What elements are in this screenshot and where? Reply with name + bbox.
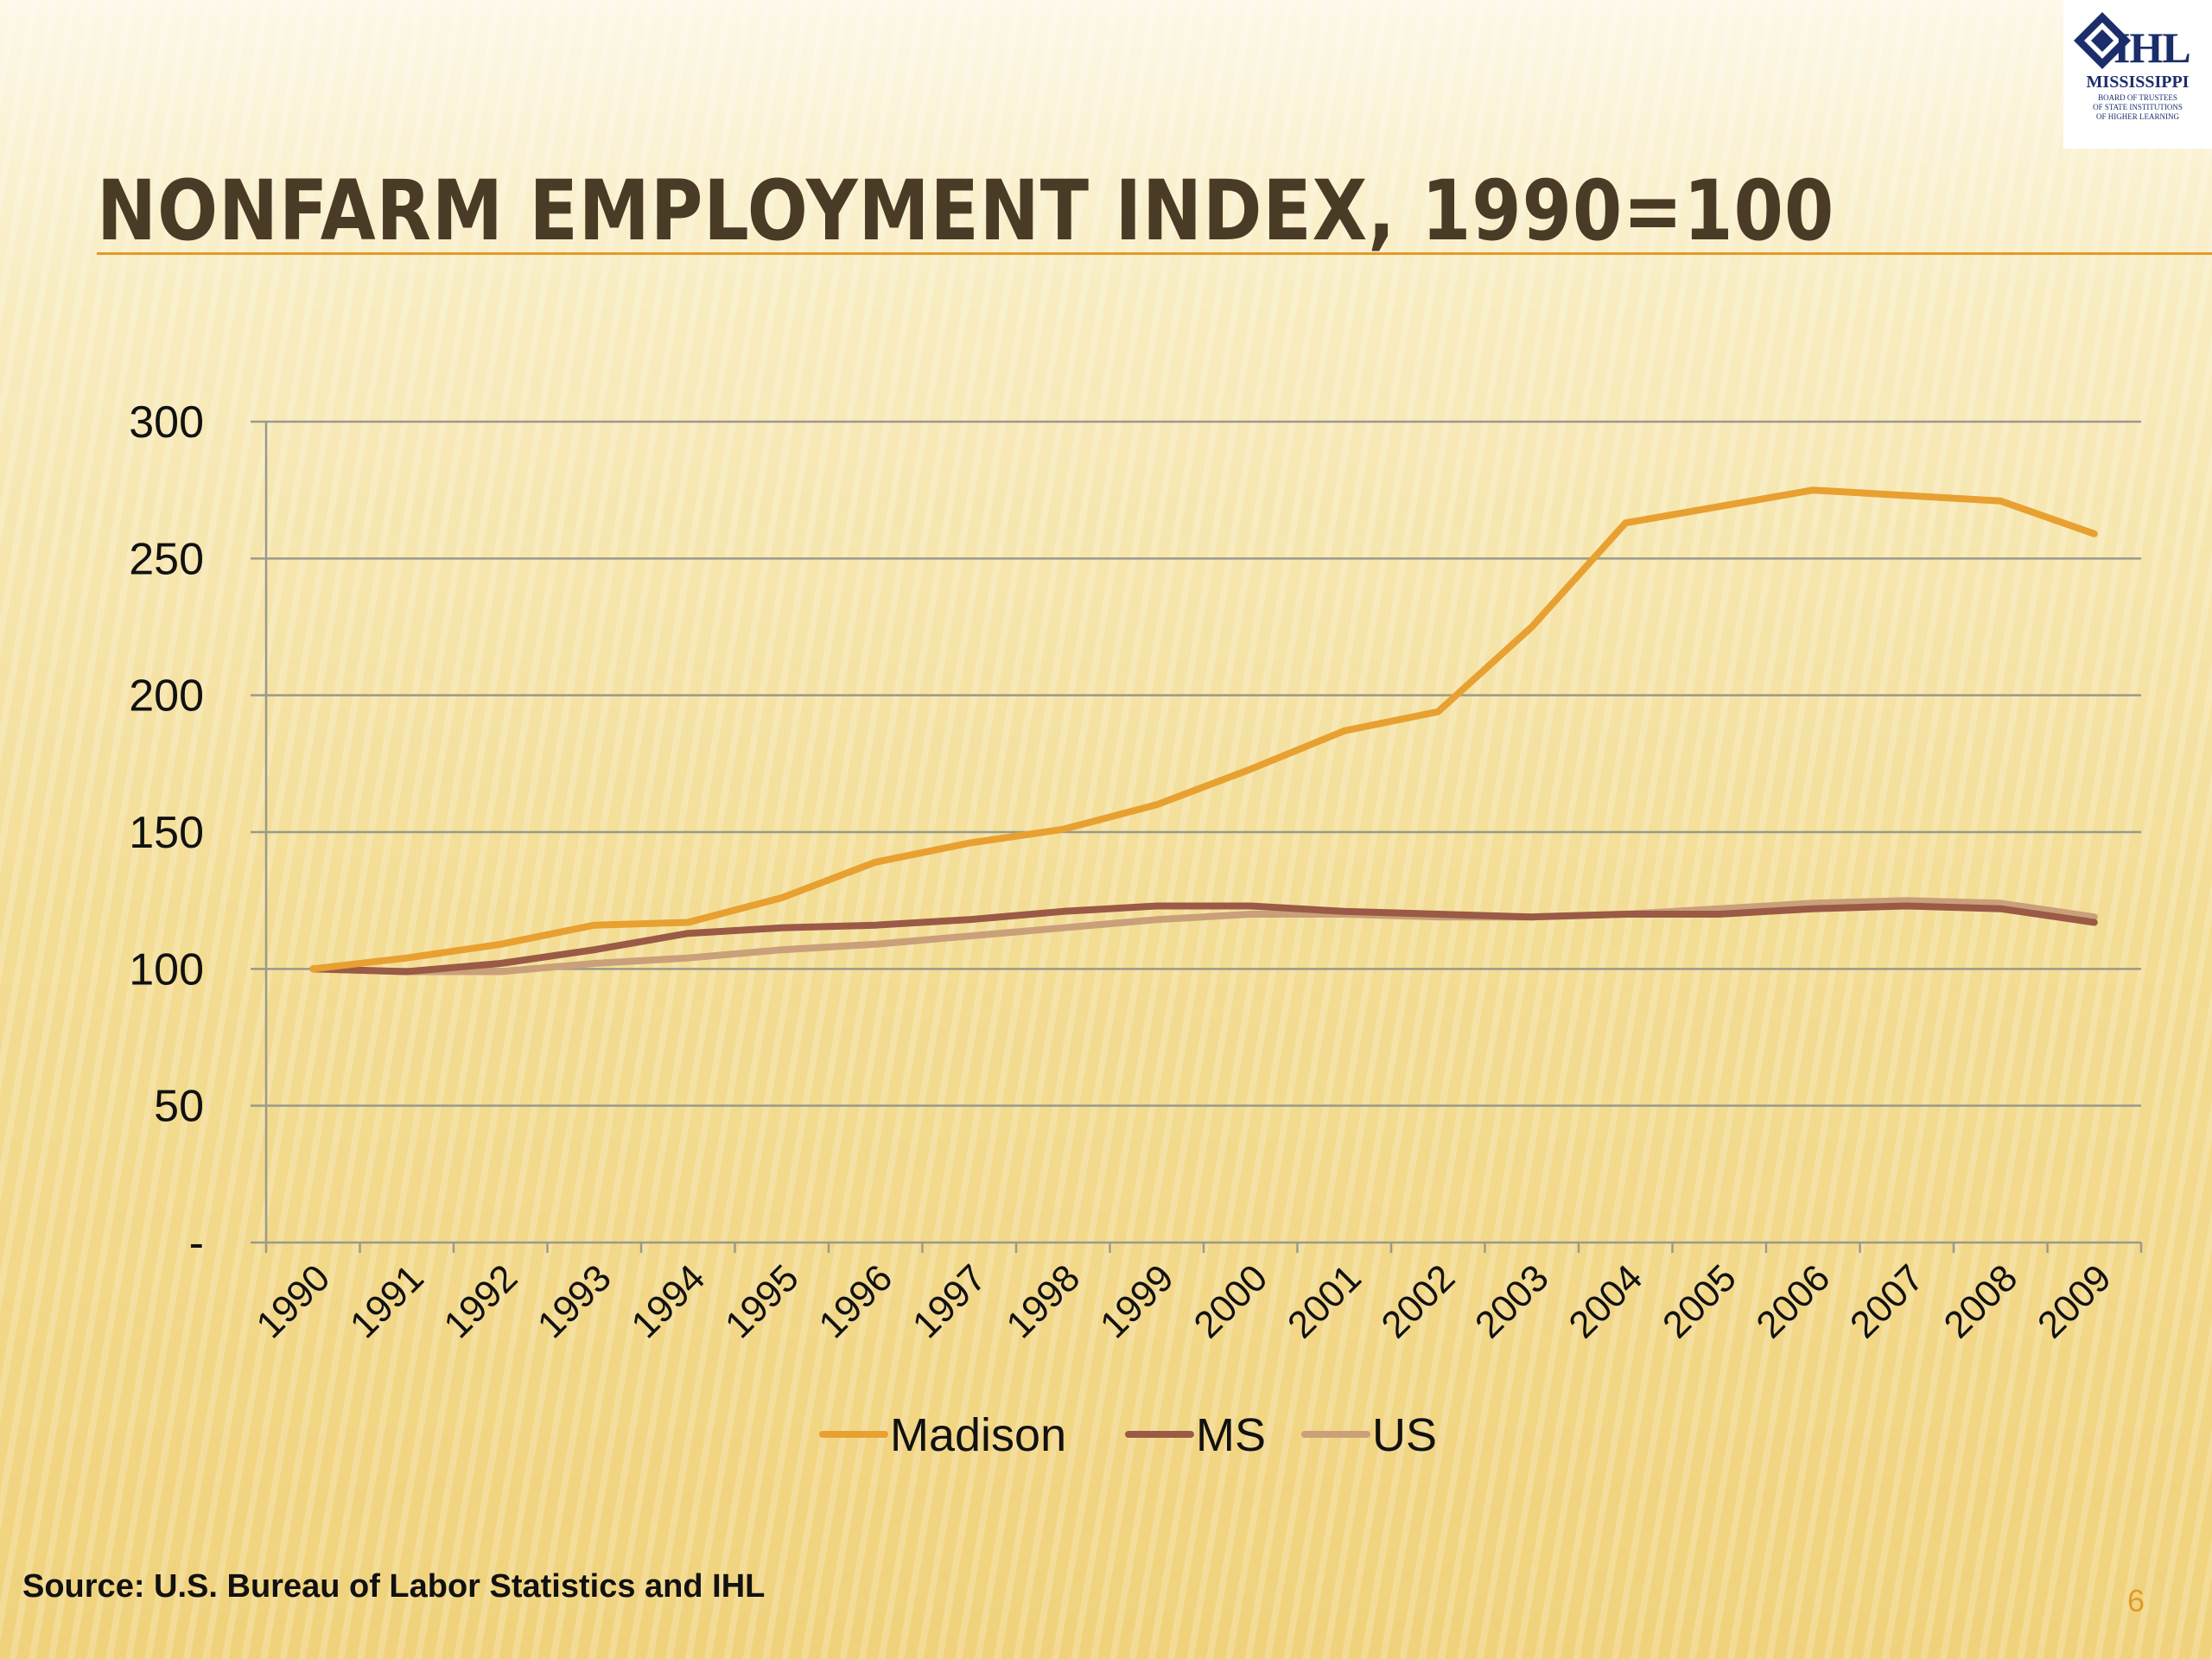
x-tick-label: 2005 (1655, 1256, 1745, 1346)
y-tick-label: 100 (129, 944, 204, 995)
y-tick-label: 250 (129, 534, 204, 584)
x-tick-label: 1990 (248, 1256, 338, 1346)
y-tick-label: 50 (154, 1082, 204, 1132)
legend: Madison MS US (819, 1409, 1437, 1461)
x-tick-label: 2008 (1936, 1256, 2025, 1346)
x-tick-label: 1998 (998, 1256, 1088, 1346)
x-tick-label: 2009 (2030, 1256, 2120, 1346)
gridlines (251, 420, 2141, 1107)
y-tick-label: - (189, 1218, 204, 1268)
x-tick-label: 1997 (905, 1256, 995, 1346)
logo-name: MISSISSIPPI (2086, 73, 2190, 92)
page-number: 6 (2127, 1583, 2145, 1618)
x-tick-label: 2006 (1748, 1256, 1838, 1346)
logo-letters: IHL (2113, 23, 2191, 72)
source-note: Source: U.S. Bureau of Labor Statistics … (22, 1568, 766, 1605)
x-tick-label: 1991 (342, 1256, 432, 1346)
x-tick-label: 1995 (717, 1256, 807, 1346)
x-tick-label: 2000 (1185, 1256, 1275, 1346)
legend-label: US (1372, 1409, 1437, 1461)
legend-label: MS (1196, 1409, 1266, 1461)
legend-label: Madison (890, 1409, 1066, 1461)
ihl-logo: IHL MISSISSIPPI BOARD OF TRUSTEES OF STA… (2063, 0, 2212, 149)
x-tick-label: 1992 (435, 1256, 525, 1346)
title-underline (97, 252, 2212, 255)
series-line-madison (309, 486, 2098, 973)
x-tick-label: 1993 (530, 1256, 620, 1346)
diamond-logo-icon (2074, 12, 2131, 69)
x-tick-label: 1999 (1092, 1256, 1182, 1346)
x-tick-label: 2002 (1373, 1256, 1463, 1346)
series-line-ms (309, 902, 2098, 976)
logo-subtitle: BOARD OF TRUSTEES OF STATE INSTITUTIONS … (2069, 93, 2207, 122)
y-tick-label: 150 (129, 808, 204, 858)
y-tick-label: 200 (129, 671, 204, 721)
x-tick-label: 1994 (623, 1256, 713, 1346)
series-lines (309, 486, 2098, 976)
slide-title: NONFARM EMPLOYMENT INDEX, 1990=100 (97, 162, 1835, 259)
x-tick-label: 2003 (1467, 1256, 1557, 1346)
logo-subtitle-line: BOARD OF TRUSTEES (2098, 93, 2177, 102)
logo-subtitle-line: OF STATE INSTITUTIONS (2093, 103, 2183, 111)
y-tick-label: 300 (129, 397, 204, 448)
series-line-us (309, 897, 2098, 976)
x-tick-label: 2007 (1842, 1256, 1932, 1346)
x-tick-label: 2001 (1280, 1256, 1370, 1346)
x-tick-label: 1996 (810, 1256, 900, 1346)
x-tick-label: 2004 (1560, 1256, 1650, 1346)
logo-subtitle-line: OF HIGHER LEARNING (2096, 112, 2179, 121)
